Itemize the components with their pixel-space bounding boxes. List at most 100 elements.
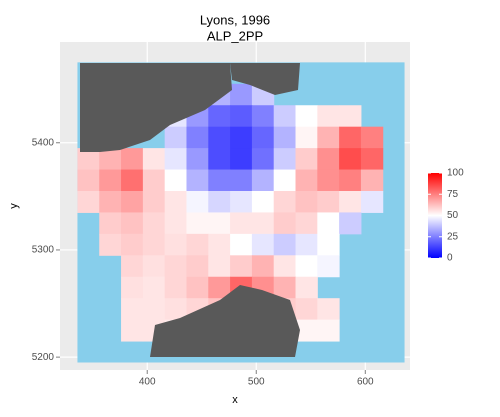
cell: [164, 276, 187, 299]
cell: [273, 169, 297, 192]
cell: [121, 276, 144, 299]
cell: [339, 105, 362, 128]
cell: [339, 126, 362, 149]
x-axis-label: x: [232, 394, 238, 406]
cell: [273, 148, 297, 171]
cell: [230, 233, 253, 256]
cell: [360, 126, 384, 149]
cell: [230, 255, 253, 278]
cell: [142, 255, 166, 278]
cell: [164, 255, 187, 278]
cell: [186, 190, 209, 213]
cell: [77, 148, 100, 171]
axes: 400 500 600 5200 5300 5400: [32, 137, 374, 387]
cell: [186, 169, 209, 192]
cell: [164, 190, 187, 213]
cell: [142, 190, 166, 213]
y-tick-label: 5400: [32, 137, 55, 148]
cell: [121, 148, 144, 171]
cell: [251, 233, 275, 256]
cell: [339, 169, 362, 192]
cell: [251, 169, 275, 192]
cell: [317, 105, 340, 128]
land-shape: [80, 63, 232, 152]
cell: [186, 233, 209, 256]
cell: [208, 276, 231, 299]
cell: [295, 148, 318, 171]
cell: [230, 148, 253, 171]
cell: [360, 169, 384, 192]
cell: [142, 298, 166, 321]
cell: [208, 190, 231, 213]
cell: [99, 212, 122, 235]
y-tick-label: 5200: [32, 352, 55, 363]
cell: [121, 169, 144, 192]
cell: [317, 190, 340, 213]
cell: [273, 190, 297, 213]
cell: [164, 126, 187, 149]
colorbar-label: 25: [447, 231, 459, 242]
cell: [186, 212, 209, 235]
cell: [295, 255, 318, 278]
x-tick-label: 400: [139, 377, 156, 388]
cell: [77, 190, 100, 213]
cell: [295, 276, 318, 299]
cell: [164, 148, 187, 171]
cell: [164, 298, 187, 321]
cell: [317, 319, 340, 342]
colorbar-label: 0: [447, 253, 453, 264]
cell: [164, 212, 187, 235]
cell: [295, 319, 318, 342]
cell: [317, 148, 340, 171]
cell: [121, 190, 144, 213]
cell: [208, 126, 231, 149]
cell: [295, 126, 318, 149]
cell: [230, 126, 253, 149]
cell: [317, 169, 340, 192]
cell: [273, 105, 297, 128]
cell: [251, 105, 275, 128]
cell: [208, 255, 231, 278]
land: [80, 63, 300, 357]
cell: [230, 212, 253, 235]
colorbar-label: 75: [447, 189, 459, 200]
cell: [295, 298, 318, 321]
cell: [142, 169, 166, 192]
land-shape: [230, 63, 300, 95]
cell: [99, 190, 122, 213]
cell: [251, 190, 275, 213]
cell: [186, 276, 209, 299]
cell: [295, 169, 318, 192]
cell: [142, 212, 166, 235]
cell: [164, 233, 187, 256]
cell: [208, 169, 231, 192]
cell: [208, 233, 231, 256]
cell: [360, 190, 384, 213]
cell: [273, 212, 297, 235]
cell: [208, 212, 231, 235]
cell: [230, 169, 253, 192]
cell: [295, 105, 318, 128]
cell: [208, 148, 231, 171]
cell: [339, 190, 362, 213]
cell: [99, 233, 122, 256]
cell: [339, 212, 362, 235]
cell: [295, 233, 318, 256]
cell: [295, 190, 318, 213]
x-tick-label: 500: [248, 377, 265, 388]
cell: [251, 148, 275, 171]
cell: [273, 276, 297, 299]
y-tick-label: 5300: [32, 245, 55, 256]
cell: [251, 126, 275, 149]
cell: [186, 126, 209, 149]
cell: [317, 233, 340, 256]
cell: [99, 169, 122, 192]
colorbar-label: 50: [447, 210, 459, 221]
raster: [77, 62, 405, 363]
cell: [230, 83, 253, 106]
cell: [360, 148, 384, 171]
cell: [339, 148, 362, 171]
cell: [251, 255, 275, 278]
x-tick-label: 600: [357, 377, 374, 388]
